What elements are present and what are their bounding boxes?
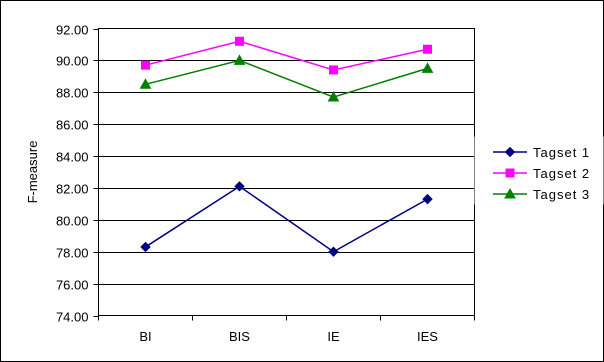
legend-entry: Tagset 3 — [493, 187, 590, 202]
legend-marker — [505, 168, 515, 178]
legend-box — [474, 136, 604, 205]
data-point — [234, 181, 245, 192]
series-line — [145, 59, 428, 98]
series-1 — [140, 181, 433, 257]
x-axis-tick-labels: BI BIS IE IES — [139, 329, 438, 344]
data-point — [139, 78, 152, 89]
series-3 — [139, 54, 434, 102]
y-tick-label: 86.00 — [56, 118, 89, 133]
y-tick-label: 84.00 — [56, 150, 89, 165]
legend-marker — [504, 146, 516, 158]
y-tick-label: 90.00 — [56, 54, 89, 69]
legend-entry: Tagset 2 — [493, 166, 590, 181]
data-point — [235, 36, 244, 46]
data-point — [328, 246, 339, 257]
gridlines — [93, 29, 475, 321]
y-tick-label: 80.00 — [56, 214, 89, 229]
legend-label: Tagset 1 — [533, 145, 590, 160]
y-tick-label: 92.00 — [56, 23, 89, 38]
legend-label: Tagset 3 — [533, 187, 590, 202]
y-tick-label: 76.00 — [56, 278, 89, 293]
data-point — [421, 62, 434, 73]
series-line — [145, 40, 428, 71]
data-point — [423, 44, 432, 54]
x-tick-label: BIS — [229, 329, 250, 344]
legend-label: Tagset 2 — [533, 166, 590, 181]
data-point — [233, 54, 246, 65]
x-tick-label: BI — [139, 329, 151, 344]
legend: Tagset 1 Tagset 2 Tagset 3 — [493, 145, 590, 202]
y-axis-title: F-measure — [25, 141, 40, 204]
y-axis-tick-labels: 74.00 76.00 78.00 80.00 82.00 84.00 86.00 88.00… — [56, 23, 89, 325]
plot-area — [98, 28, 475, 316]
series-layer — [139, 36, 434, 257]
y-tick-label: 78.00 — [56, 246, 89, 261]
legend-marker — [504, 187, 516, 199]
series-line — [145, 185, 428, 253]
data-point — [422, 193, 433, 205]
legend-entry: Tagset 1 — [493, 145, 590, 160]
y-tick-label: 82.00 — [56, 182, 89, 197]
y-tick-label: 74.00 — [56, 310, 89, 325]
data-point — [140, 241, 151, 253]
data-point — [327, 91, 340, 102]
x-tick-label: IES — [417, 329, 438, 344]
series-2 — [141, 36, 432, 75]
data-point — [141, 60, 150, 70]
x-tick-label: IE — [327, 329, 340, 344]
data-point — [329, 65, 338, 75]
y-tick-label: 88.00 — [56, 86, 89, 101]
